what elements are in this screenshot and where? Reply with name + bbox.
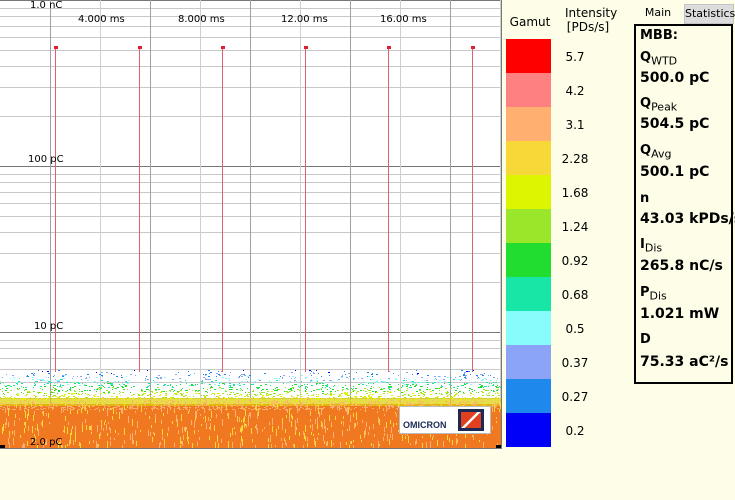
- intensity-label: 0.37: [561, 356, 589, 370]
- stat-subscript: Dis: [644, 241, 663, 255]
- x-label-4ms: 4.000 ms: [78, 14, 125, 25]
- stat-value: 1.021 mW: [640, 306, 720, 322]
- y-label-100pc: 100 pC: [28, 154, 64, 165]
- gamut-swatch: [506, 243, 551, 277]
- stat-label: IDis: [640, 237, 662, 255]
- stat-symbol: Q: [640, 96, 652, 111]
- omicron-logo-mark: [458, 409, 484, 431]
- omicron-logo: OMICRON: [399, 406, 491, 434]
- gamut-swatch: [506, 73, 551, 107]
- gamut-swatch: [506, 141, 551, 175]
- gamut-swatch: [506, 277, 551, 311]
- omicron-logo-text: OMICRON: [403, 420, 447, 430]
- stat-subscript: Peak: [651, 100, 678, 114]
- stat-symbol: D: [640, 332, 651, 347]
- tab-statistics[interactable]: Statistics: [684, 4, 735, 24]
- stat-symbol: Q: [640, 50, 652, 65]
- stat-value: 500.1 pC: [640, 164, 710, 180]
- stat-label: QAvg: [640, 143, 671, 161]
- stat-subscript: Dis: [649, 289, 667, 303]
- tab-main[interactable]: Main: [644, 6, 672, 19]
- stat-label: QPeak: [640, 96, 677, 114]
- intensity-label: 1.24: [561, 220, 589, 234]
- stat-symbol: Q: [640, 143, 652, 158]
- intensity-label: 1.68: [561, 186, 589, 200]
- x-label-12ms: 12.00 ms: [281, 14, 328, 25]
- stat-label: PDis: [640, 285, 667, 303]
- gamut-swatch: [506, 413, 551, 447]
- intensity-label: 4.2: [565, 84, 585, 98]
- x-label-8ms: 8.000 ms: [178, 14, 225, 25]
- stat-subscript: Avg: [651, 147, 672, 161]
- y-label-2pc: 2.0 pC: [30, 437, 63, 448]
- gamut-swatch: [506, 379, 551, 413]
- intensity-label: 2.28: [561, 152, 589, 166]
- stats-title: MBB:: [640, 28, 678, 43]
- x-label-16ms: 16.00 ms: [380, 14, 427, 25]
- gamut-swatch: [506, 175, 551, 209]
- plot-canvas: [0, 0, 501, 448]
- intensity-label: 0.27: [561, 390, 589, 404]
- stat-subscript: WTD: [651, 54, 678, 68]
- y-label-10pc: 10 pC: [34, 321, 64, 332]
- stat-label: QWTD: [640, 50, 677, 68]
- gamut-swatch: [506, 345, 551, 379]
- stat-value: 43.03 kPDs/s: [640, 211, 735, 227]
- gamut-swatch: [506, 107, 551, 141]
- intensity-unit: [PDs/s]: [566, 20, 610, 34]
- stat-value: 265.8 nC/s: [640, 258, 723, 274]
- stat-label: D: [640, 332, 651, 347]
- stat-value: 504.5 pC: [640, 116, 710, 132]
- intensity-label: 3.1: [565, 118, 585, 132]
- stat-symbol: I: [640, 237, 645, 252]
- intensity-title: Intensity: [565, 6, 618, 20]
- phase-resolved-pd-plot[interactable]: 1.0 nC 100 pC 10 pC 2.0 pC 4.000 ms 8.00…: [0, 0, 502, 449]
- gamut-swatch: [506, 39, 551, 73]
- intensity-label: 0.2: [565, 424, 585, 438]
- gamut-swatch: [506, 311, 551, 345]
- intensity-label: 0.5: [565, 322, 585, 336]
- y-label-1nc: 1.0 nC: [30, 0, 63, 11]
- stat-value: 500.0 pC: [640, 70, 710, 86]
- intensity-label: 5.7: [565, 50, 585, 64]
- intensity-label: 0.68: [561, 288, 589, 302]
- intensity-label: 0.92: [561, 254, 589, 268]
- stat-value: 75.33 aC²/s: [640, 354, 729, 370]
- stat-symbol: n: [640, 191, 650, 206]
- gamut-swatch: [506, 209, 551, 243]
- stat-label: n: [640, 191, 649, 206]
- statistics-panel: MBB: QWTD 500.0 pC QPeak 504.5 pC QAvg 500.1 …: [634, 24, 735, 384]
- stat-symbol: P: [640, 285, 650, 300]
- gamut-title: Gamut: [509, 15, 551, 29]
